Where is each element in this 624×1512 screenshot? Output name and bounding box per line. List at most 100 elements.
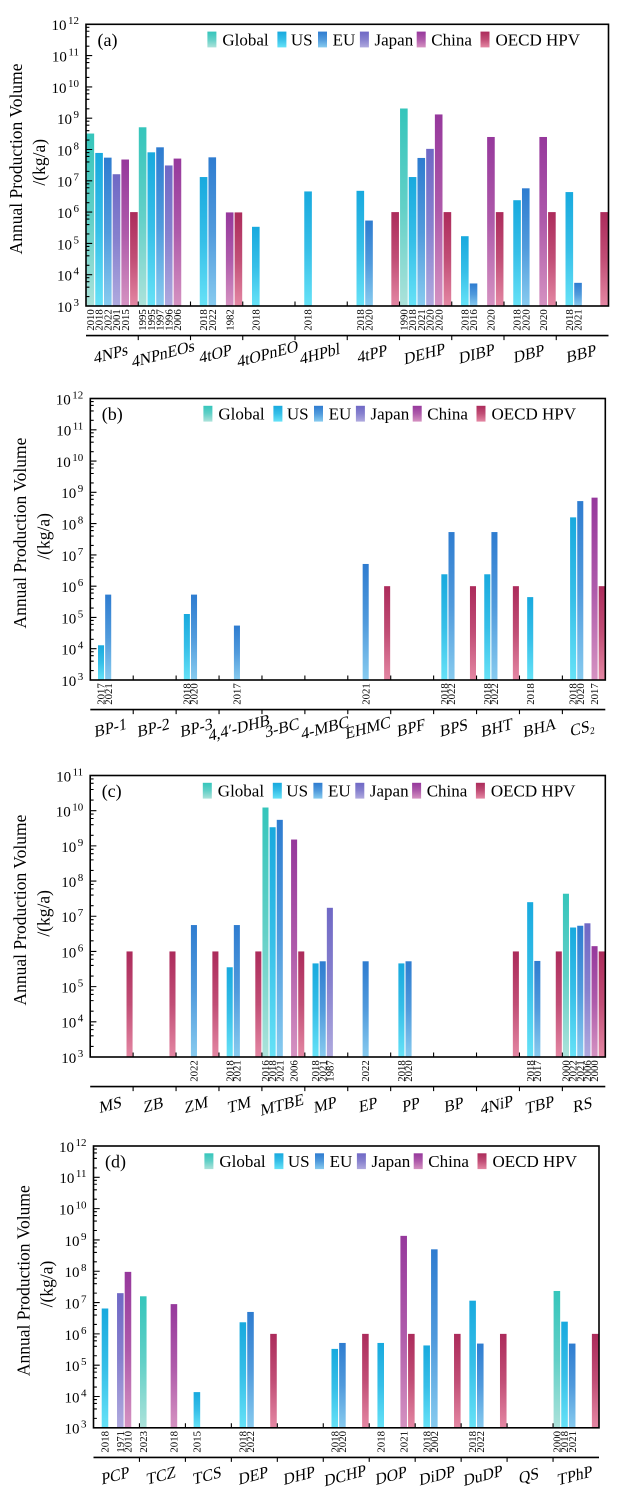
svg-text:2010: 2010 xyxy=(85,309,97,331)
svg-text:(a): (a) xyxy=(98,30,118,51)
svg-text:2020: 2020 xyxy=(433,309,445,331)
svg-text:2015: 2015 xyxy=(192,1431,204,1453)
svg-text:RS: RS xyxy=(573,1092,592,1116)
svg-text:2018: 2018 xyxy=(267,1060,279,1082)
svg-text:2020: 2020 xyxy=(486,309,498,331)
svg-text:2022: 2022 xyxy=(475,1431,487,1453)
svg-text:2018: 2018 xyxy=(525,683,537,705)
svg-text:2018: 2018 xyxy=(525,1060,537,1082)
svg-text:2001: 2001 xyxy=(111,309,123,331)
svg-text:2018: 2018 xyxy=(421,1431,433,1453)
svg-text:2022: 2022 xyxy=(207,309,219,331)
svg-text:2017: 2017 xyxy=(96,683,108,705)
svg-text:2018: 2018 xyxy=(250,309,262,331)
svg-text:Annual Production Volume: Annual Production Volume xyxy=(6,63,26,254)
svg-text:2018: 2018 xyxy=(564,309,576,331)
svg-text:1990: 1990 xyxy=(398,309,410,331)
svg-text:2021: 2021 xyxy=(317,1060,329,1082)
svg-text:2000: 2000 xyxy=(561,1060,573,1082)
svg-text:PP: PP xyxy=(402,1093,420,1117)
svg-text:2018: 2018 xyxy=(100,1431,112,1453)
svg-text:2018: 2018 xyxy=(198,309,210,331)
svg-text:2022: 2022 xyxy=(446,683,458,705)
svg-text:/(kg/a): /(kg/a) xyxy=(33,890,53,937)
svg-text:2015: 2015 xyxy=(120,309,132,331)
svg-text:2022: 2022 xyxy=(189,1060,201,1082)
svg-text:2018: 2018 xyxy=(467,1431,479,1453)
svg-text:2020: 2020 xyxy=(425,309,437,331)
svg-text:QS: QS xyxy=(519,1463,539,1488)
svg-text:2016: 2016 xyxy=(468,309,480,331)
svg-text:/(kg/a): /(kg/a) xyxy=(37,1261,57,1308)
svg-text:2016: 2016 xyxy=(260,1060,272,1082)
svg-text:2020: 2020 xyxy=(520,309,532,331)
svg-text:2020: 2020 xyxy=(189,683,201,705)
svg-text:EU: EU xyxy=(328,782,351,801)
svg-text:2002: 2002 xyxy=(429,1431,441,1453)
svg-text:China: China xyxy=(428,1152,469,1171)
svg-text:Annual Production Volume: Annual Production Volume xyxy=(10,814,30,1005)
svg-text:2018: 2018 xyxy=(355,309,367,331)
svg-text:2021: 2021 xyxy=(360,683,372,705)
svg-text:MS: MS xyxy=(99,1092,122,1117)
svg-text:1996: 1996 xyxy=(163,309,175,331)
svg-text:2018: 2018 xyxy=(181,683,193,705)
svg-text:1997: 1997 xyxy=(155,309,167,331)
svg-text:2000: 2000 xyxy=(551,1431,563,1453)
svg-text:Global: Global xyxy=(218,782,265,801)
svg-text:Japan: Japan xyxy=(372,1152,411,1171)
svg-text:2022: 2022 xyxy=(245,1431,257,1453)
svg-text:Annual Production Volume: Annual Production Volume xyxy=(10,437,30,628)
svg-text:/(kg/a): /(kg/a) xyxy=(29,139,49,186)
svg-text:2018: 2018 xyxy=(459,309,471,331)
svg-text:2022: 2022 xyxy=(489,683,501,705)
svg-text:2022: 2022 xyxy=(360,1060,372,1082)
svg-text:1982: 1982 xyxy=(224,309,236,331)
svg-text:2018: 2018 xyxy=(303,309,315,331)
svg-text:2018: 2018 xyxy=(329,1431,341,1453)
svg-text:China: China xyxy=(427,405,468,424)
svg-text:2017: 2017 xyxy=(232,683,244,705)
svg-text:BP: BP xyxy=(444,1092,463,1116)
svg-text:2021: 2021 xyxy=(274,1060,286,1082)
svg-text:2018: 2018 xyxy=(559,1431,571,1453)
svg-text:OECD HPV: OECD HPV xyxy=(491,782,576,801)
svg-text:US: US xyxy=(291,30,313,49)
svg-text:China: China xyxy=(431,30,472,49)
svg-text:US: US xyxy=(288,1152,310,1171)
svg-text:2020: 2020 xyxy=(575,683,587,705)
svg-text:Annual Production Volume: Annual Production Volume xyxy=(13,1185,33,1376)
svg-text:2018: 2018 xyxy=(512,309,524,331)
svg-text:/(kg/a): /(kg/a) xyxy=(33,513,53,560)
svg-text:Japan: Japan xyxy=(370,782,409,801)
svg-text:1995: 1995 xyxy=(137,309,149,331)
svg-text:2018: 2018 xyxy=(439,683,451,705)
svg-text:2010: 2010 xyxy=(123,1431,135,1453)
svg-text:OECD HPV: OECD HPV xyxy=(496,30,581,49)
svg-text:2018: 2018 xyxy=(568,683,580,705)
svg-text:2018: 2018 xyxy=(237,1431,249,1453)
svg-text:2022: 2022 xyxy=(568,1060,580,1082)
svg-text:Japan: Japan xyxy=(371,405,410,424)
svg-text:2018: 2018 xyxy=(482,683,494,705)
svg-text:MP: MP xyxy=(314,1092,337,1117)
svg-text:2018: 2018 xyxy=(375,1431,387,1453)
svg-text:Global: Global xyxy=(222,30,269,49)
svg-text:OECD HPV: OECD HPV xyxy=(493,1152,578,1171)
svg-text:EU: EU xyxy=(330,1152,353,1171)
svg-text:2020: 2020 xyxy=(538,309,550,331)
svg-text:2018: 2018 xyxy=(224,1060,236,1082)
svg-text:US: US xyxy=(286,782,308,801)
svg-text:2020: 2020 xyxy=(337,1431,349,1453)
svg-text:2018: 2018 xyxy=(407,309,419,331)
svg-text:2006: 2006 xyxy=(289,1060,301,1082)
svg-text:2021: 2021 xyxy=(575,1060,587,1082)
svg-text:(d): (d) xyxy=(105,1152,126,1173)
svg-text:2000: 2000 xyxy=(589,1060,601,1082)
svg-text:2006: 2006 xyxy=(172,309,184,331)
svg-text:2018: 2018 xyxy=(396,1060,408,1082)
svg-text:Japan: Japan xyxy=(375,30,414,49)
svg-text:2018: 2018 xyxy=(169,1431,181,1453)
svg-text:2020: 2020 xyxy=(364,309,376,331)
svg-text:OECD HPV: OECD HPV xyxy=(492,405,577,424)
